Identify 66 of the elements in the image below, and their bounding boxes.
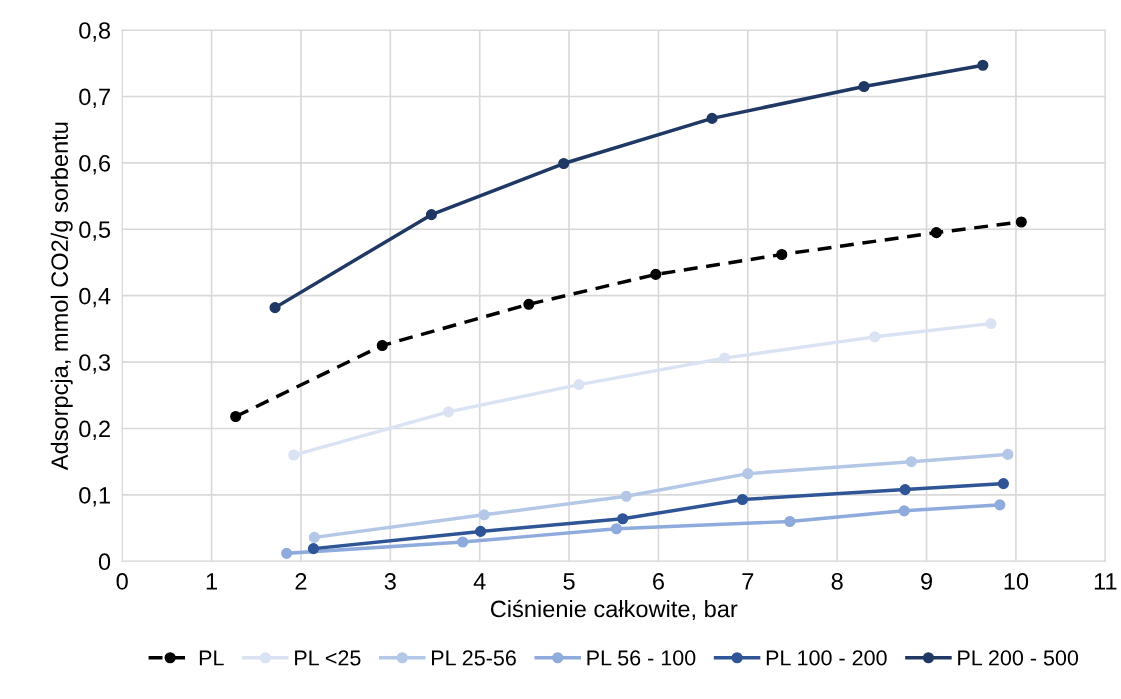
point (1015, 216, 1027, 228)
legend-label: PL 200 - 500 (958, 650, 1079, 666)
point (736, 493, 749, 506)
point (617, 513, 629, 525)
point (307, 543, 320, 555)
point (899, 484, 911, 496)
point (230, 410, 242, 423)
legend-label: PL <25 (295, 650, 361, 666)
point (905, 456, 917, 468)
point (784, 515, 796, 528)
point (706, 112, 718, 124)
point (977, 59, 989, 71)
point (376, 339, 388, 352)
point (281, 547, 293, 559)
point (620, 490, 632, 502)
point (1002, 448, 1014, 460)
y-tick-label: 0 (98, 553, 111, 571)
point (719, 352, 731, 364)
y-tick-label: 0,5 (79, 221, 111, 241)
y-axis-title: Adsorpcja, mmol CO2/g sorbentu (50, 122, 73, 471)
point (742, 468, 754, 480)
point (869, 331, 881, 343)
point (478, 509, 490, 521)
x-tick-label: 8 (831, 573, 843, 590)
y-tick-label: 0,3 (79, 354, 111, 374)
point (610, 523, 622, 535)
point (475, 525, 487, 537)
point (442, 406, 454, 418)
legend-label: PL 25-56 (432, 650, 516, 666)
x-tick-label: 2 (295, 573, 307, 590)
point (573, 379, 585, 391)
y-tick-label: 0,2 (79, 420, 110, 441)
point (997, 478, 1009, 490)
point (858, 80, 870, 93)
x-tick-label: 6 (653, 573, 664, 590)
x-tick-label: 5 (563, 573, 575, 590)
legend-label: PL 100 - 200 (766, 650, 887, 666)
point (308, 531, 320, 543)
x-tick-label: 10 (1004, 573, 1029, 590)
x-tick-label: 1 (206, 573, 217, 590)
point (776, 248, 788, 261)
x-tick-label: 7 (742, 573, 754, 590)
x-tick-label: 0 (116, 573, 128, 590)
x-tick-label: 4 (473, 573, 486, 590)
legend-label: PL 56 - 100 (587, 650, 696, 666)
point (425, 209, 437, 221)
point (930, 227, 942, 239)
point (985, 318, 997, 330)
point (650, 268, 662, 280)
y-tick-label: 0,8 (79, 22, 111, 42)
y-tick-label: 0,4 (79, 287, 111, 308)
point (457, 536, 469, 548)
x-tick-label: 11 (1094, 573, 1117, 590)
y-tick-label: 0,7 (79, 88, 110, 109)
point (994, 499, 1006, 511)
y-tick-label: 0,1 (79, 486, 110, 507)
point (558, 157, 570, 170)
x-tick-label: 3 (384, 573, 396, 590)
point (288, 449, 300, 461)
x-axis-title: Ciśnienie całkowite, bar (490, 599, 738, 621)
point (269, 302, 281, 314)
point (523, 298, 535, 310)
point (898, 505, 910, 517)
legend-label: PL (199, 650, 224, 666)
y-tick-label: 0,6 (79, 154, 111, 175)
x-tick-label: 9 (921, 573, 932, 590)
